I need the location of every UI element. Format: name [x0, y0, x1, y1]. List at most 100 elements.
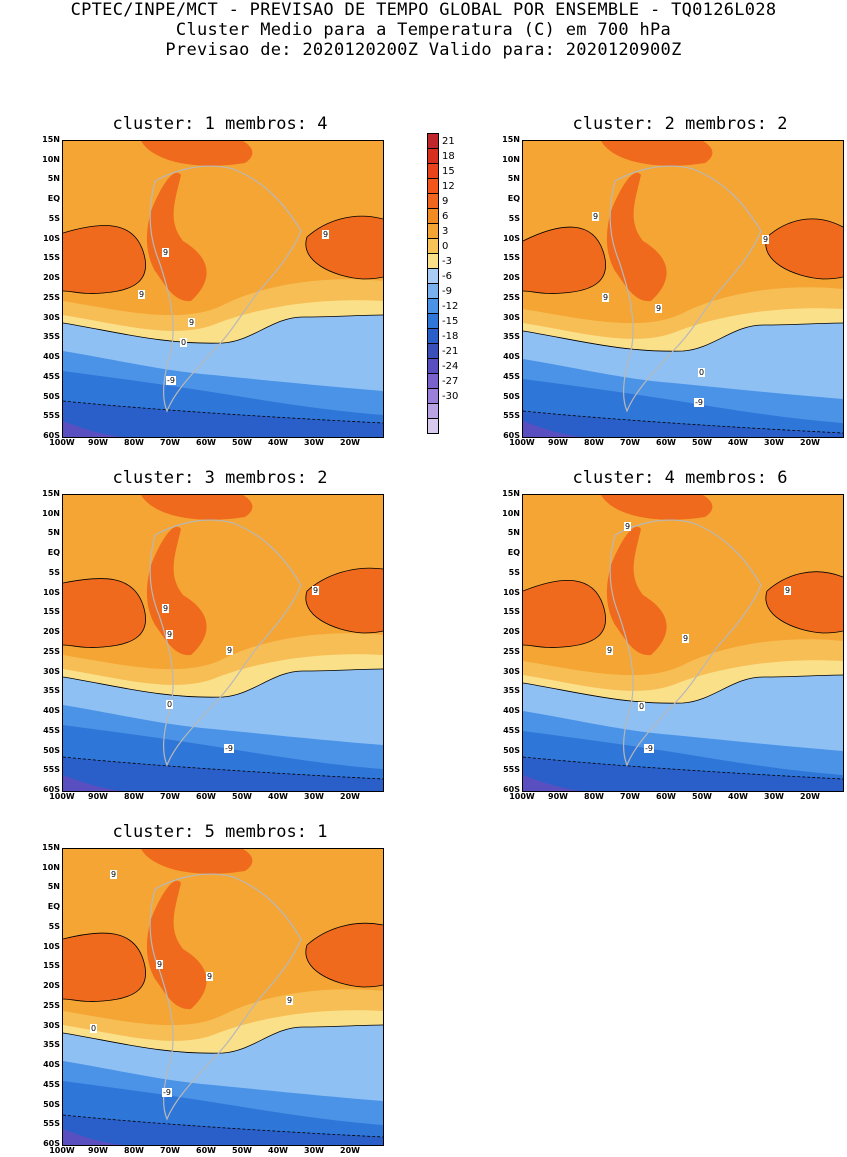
colorbar-label: -3: [442, 256, 452, 267]
colorbar-swatch: [427, 133, 439, 149]
contour-label-9: 9: [162, 248, 170, 257]
lon-tick-label: 80W: [124, 438, 144, 447]
colorbar-swatch: [427, 388, 439, 404]
colorbar-label: -21: [442, 346, 459, 357]
lat-tick-label: 55S: [43, 1119, 60, 1129]
lat-tick-label: 45S: [503, 725, 520, 735]
contour-label-9: 9: [682, 634, 690, 643]
lon-tick-label: 70W: [620, 438, 640, 447]
lon-tick-label: 70W: [620, 792, 640, 801]
lat-tick-label: 55S: [503, 411, 520, 421]
lat-tick-label: 5N: [47, 882, 60, 892]
contour-label-0: 0: [90, 1024, 98, 1033]
coastline: [149, 873, 302, 1121]
lat-tick-label: 5N: [47, 528, 60, 538]
lat-tick-label: 35S: [503, 686, 520, 696]
contour-label-9: 9: [206, 972, 214, 981]
lat-tick-label: 25S: [43, 292, 60, 302]
lon-tick-label: 90W: [548, 792, 568, 801]
lat-tick-label: 20S: [43, 627, 60, 637]
lat-tick-label: 60S: [503, 785, 520, 794]
contour-label-minus9: -9: [644, 744, 654, 753]
colorbar-swatch: [427, 208, 439, 224]
lon-tick-label: 60W: [656, 792, 676, 801]
coastline: [609, 165, 762, 413]
lat-tick-label: 45S: [43, 371, 60, 381]
lat-tick-label: 25S: [43, 646, 60, 656]
lat-tick-label: 5S: [48, 567, 60, 577]
contour-label-9: 9: [138, 290, 146, 299]
colorbar-label: 6: [442, 211, 449, 222]
colorbar-swatch: [427, 298, 439, 314]
lat-tick-label: 5N: [507, 174, 520, 184]
lon-tick-label: 70W: [160, 792, 180, 801]
lat-tick-label: 5S: [508, 567, 520, 577]
lon-tick-label: 40W: [728, 438, 748, 447]
contour-label-0: 0: [638, 702, 646, 711]
lon-tick-label: 30W: [304, 1146, 324, 1155]
colorbar-label: -30: [442, 391, 459, 402]
lat-tick-label: 25S: [43, 1000, 60, 1010]
colorbar-label: 18: [442, 151, 455, 162]
contour-label-9: 9: [110, 870, 118, 879]
lat-tick-label: 15N: [502, 489, 520, 498]
lat-tick-label: 15S: [43, 253, 60, 263]
lat-tick-label: 10N: [42, 862, 60, 872]
lat-tick-label: 20S: [43, 273, 60, 283]
lat-tick-label: 50S: [503, 391, 520, 401]
lat-tick-label: 30S: [503, 312, 520, 322]
coastline: [149, 519, 302, 767]
lat-tick-label: EQ: [47, 548, 60, 558]
lat-tick-label: 50S: [43, 745, 60, 755]
cluster-panel-3: cluster: 3 membros: 2 15N 10N 5N EQ 5S 10S 15S 2…: [0, 468, 400, 802]
lat-tick-label: 10N: [42, 154, 60, 164]
lon-tick-label: 30W: [304, 792, 324, 801]
lat-tick-label: 15S: [43, 607, 60, 617]
colorbar-label: -9: [442, 286, 452, 297]
contour-label-0: 0: [180, 338, 188, 347]
lat-tick-label: 55S: [503, 765, 520, 775]
colorbar-label: -12: [442, 301, 459, 312]
figure-header: CPTEC/INPE/MCT - PREVISAO DE TEMPO GLOBA…: [0, 0, 847, 60]
panel-title: cluster: 2 membros: 2: [572, 114, 788, 134]
lon-tick-label: 80W: [124, 792, 144, 801]
lat-tick-label: 35S: [43, 686, 60, 696]
lat-tick-label: 25S: [503, 646, 520, 656]
lat-tick-label: 5S: [48, 921, 60, 931]
lon-tick-label: 100W: [509, 438, 535, 447]
colorbar-swatch: [427, 148, 439, 164]
lon-tick-label: 80W: [584, 792, 604, 801]
lat-tick-label: 10S: [43, 941, 60, 951]
colorbar-swatch: [427, 193, 439, 209]
cluster-panel-5: cluster: 5 membros: 1 15N 10N 5N EQ 5S 10S 15S 2…: [0, 822, 400, 1156]
contour-label-0: 0: [166, 700, 174, 709]
header-line-3: Previsao de: 2020120200Z Valido para: 20…: [165, 40, 682, 60]
lon-tick-label: 90W: [88, 438, 108, 447]
colorbar-swatch: [427, 358, 439, 374]
lon-tick-label: 20W: [340, 792, 360, 801]
lon-tick-label: 20W: [800, 438, 820, 447]
contour-label-0: 0: [698, 368, 706, 377]
lat-tick-label: 30S: [503, 666, 520, 676]
lon-tick-label: 60W: [196, 1146, 216, 1155]
colorbar-swatch: [427, 343, 439, 359]
cluster-panel-1: cluster: 1 membros: 4 15N 10N 5N EQ 5S 10S 15S 2…: [0, 114, 400, 448]
contour-label-9: 9: [312, 586, 320, 595]
lat-tick-label: 15S: [43, 961, 60, 971]
colorbar-label: 12: [442, 181, 455, 192]
contour-label-9: 9: [606, 646, 614, 655]
lon-tick-label: 40W: [268, 792, 288, 801]
contour-label-minus9: -9: [224, 744, 234, 753]
lat-tick-label: 40S: [43, 1060, 60, 1070]
lon-tick-label: 60W: [196, 792, 216, 801]
lat-tick-label: 10S: [503, 587, 520, 597]
lat-tick-label: 5S: [508, 213, 520, 223]
contour-label-9: 9: [166, 630, 174, 639]
contour-label-9: 9: [322, 230, 330, 239]
header-line-1: CPTEC/INPE/MCT - PREVISAO DE TEMPO GLOBA…: [70, 0, 777, 20]
lat-tick-label: 10S: [503, 233, 520, 243]
lat-tick-label: 50S: [43, 391, 60, 401]
temperature-map: [62, 140, 384, 438]
contour-label-9: 9: [624, 522, 632, 531]
lat-tick-label: 5N: [507, 528, 520, 538]
